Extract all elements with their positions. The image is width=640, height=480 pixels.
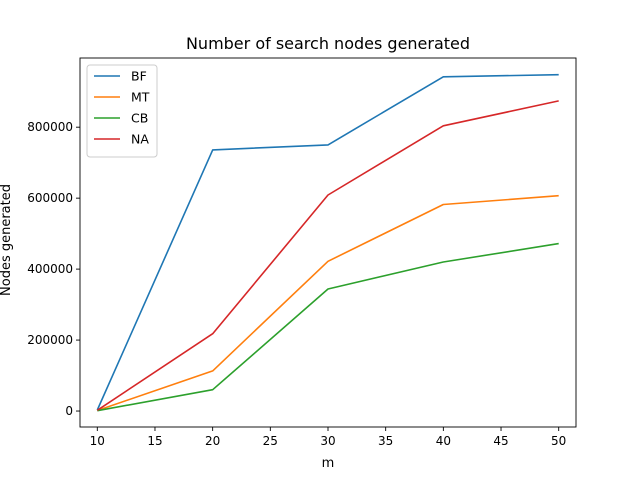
series-line-cb — [97, 242, 559, 412]
legend-box — [86, 64, 158, 158]
y-tick-label: 200000 — [27, 333, 73, 347]
series-line-mt — [97, 194, 559, 412]
chart-title: Number of search nodes generated — [186, 34, 470, 53]
x-tick-label: 15 — [147, 434, 162, 448]
x-tick-label: 10 — [90, 434, 105, 448]
plot-area — [96, 73, 559, 412]
x-tick-label: 30 — [320, 434, 335, 448]
x-tick-label: 25 — [263, 434, 278, 448]
legend: BF MT CB NA — [86, 64, 158, 158]
y-tick-label: 400000 — [27, 262, 73, 276]
y-axis-label: Nodes generated — [0, 184, 14, 296]
x-tick-label: 45 — [493, 434, 508, 448]
x-tick-label: 35 — [378, 434, 393, 448]
x-tick-label: 20 — [205, 434, 220, 448]
x-tick-label: 40 — [436, 434, 451, 448]
legend-label-cb: CB — [131, 111, 148, 126]
y-tick-label: 0 — [65, 404, 73, 418]
legend-label-bf: BF — [131, 69, 147, 84]
legend-label-mt: MT — [131, 90, 150, 105]
y-tick-label: 800000 — [27, 120, 73, 134]
y-tick-label: 600000 — [27, 191, 73, 205]
series-line-na — [96, 100, 559, 411]
legend-label-na: NA — [131, 132, 149, 147]
x-axis-label: m — [322, 456, 335, 471]
series-line-bf — [96, 73, 559, 411]
axes: 10 15 20 25 30 35 40 45 50 0 200000 400000 600000 800… — [27, 57, 577, 448]
x-tick-label: 50 — [551, 434, 566, 448]
